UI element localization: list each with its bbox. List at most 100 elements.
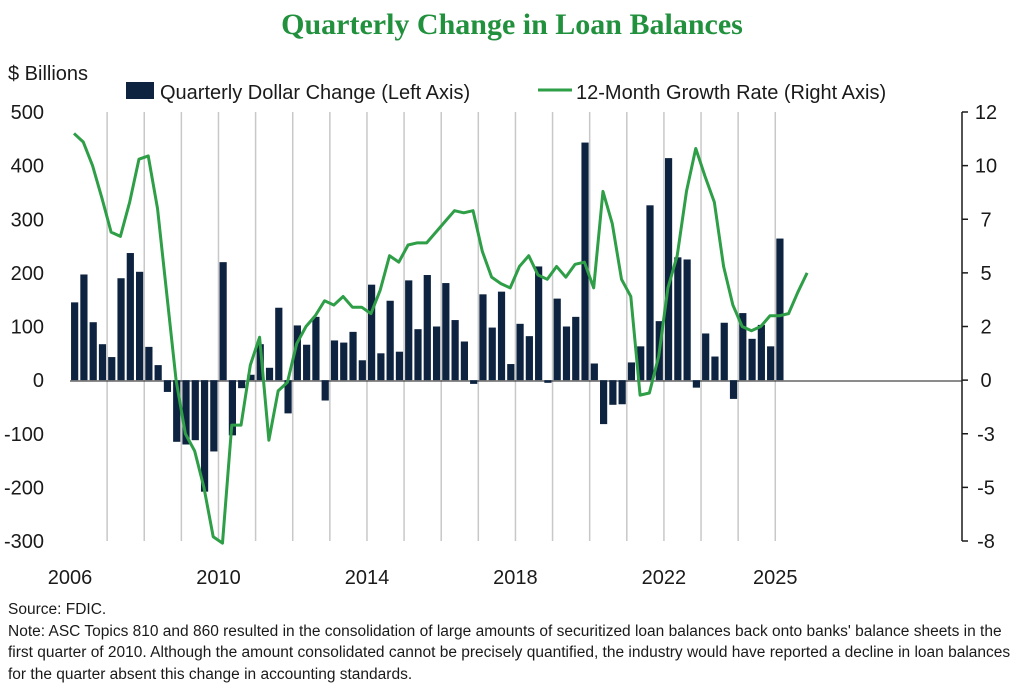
right-tick-label: 7: [980, 209, 991, 231]
bar: [303, 344, 311, 381]
right-tick-label: 2: [980, 317, 991, 339]
bar: [674, 257, 682, 381]
bar: [377, 353, 385, 381]
bar: [256, 344, 264, 381]
right-tick-label: -5: [977, 477, 995, 499]
bar: [553, 298, 561, 381]
bar: [405, 280, 413, 381]
note-text: Note: ASC Topics 810 and 860 resulted in…: [8, 622, 1011, 683]
growth-rate-line: [72, 132, 809, 545]
bar: [395, 351, 404, 381]
bar: [609, 380, 617, 405]
right-tick-label: 10: [975, 156, 997, 178]
left-tick-label: 500: [11, 102, 44, 124]
bar: [748, 338, 756, 381]
bar: [210, 380, 218, 452]
bar: [488, 327, 496, 381]
bar: [247, 374, 255, 381]
bar: [108, 357, 116, 381]
x-tick-label: 2018: [493, 567, 538, 589]
bar: [572, 316, 580, 381]
bar: [470, 380, 478, 384]
line-series: [72, 132, 809, 545]
right-tick-label: -8: [977, 531, 995, 553]
bar: [358, 360, 366, 381]
right-tick-label: 5: [980, 263, 991, 285]
bar: [386, 300, 394, 381]
bar: [535, 266, 543, 381]
source-text: Source: FDIC.: [8, 601, 107, 618]
bar: [729, 380, 738, 399]
legend: Quarterly Dollar Change (Left Axis) 12-M…: [126, 82, 886, 104]
bar: [720, 322, 728, 381]
bar: [525, 336, 533, 381]
bar: [275, 307, 283, 381]
bar: [683, 259, 691, 381]
bar: [664, 158, 673, 381]
legend-line-label: 12-Month Growth Rate (Right Axis): [576, 82, 886, 104]
bar: [284, 380, 292, 414]
bar: [451, 320, 459, 381]
bar: [182, 380, 190, 445]
bar: [600, 380, 608, 425]
bar: [340, 342, 348, 381]
bar: [460, 341, 468, 381]
bar: [646, 205, 654, 381]
bar: [590, 363, 598, 381]
bar: [516, 323, 524, 381]
left-tick-label: 400: [11, 156, 44, 178]
bar: [80, 274, 88, 381]
left-axis-ticks: 500 400 300 200 100 0 -100 -200 -300: [4, 102, 44, 553]
bar: [145, 346, 153, 381]
bar: [544, 380, 552, 383]
bar: [432, 326, 441, 381]
bar: [562, 326, 571, 381]
bar: [200, 380, 209, 492]
left-axis-unit-label: $ Billions: [8, 63, 88, 85]
bar: [154, 365, 162, 381]
bar: [312, 316, 320, 381]
bar: [173, 380, 181, 442]
bar: [293, 325, 301, 381]
bar: [479, 294, 487, 381]
bar: [349, 331, 357, 381]
bar: [71, 302, 79, 381]
bar: [321, 380, 329, 401]
bar: [507, 364, 515, 381]
left-tick-label: -100: [4, 424, 44, 446]
vertical-gridlines: [106, 112, 777, 541]
x-tick-label: 2014: [345, 567, 390, 589]
right-tick-label: 0: [980, 370, 991, 392]
bar: [497, 291, 506, 381]
x-tick-label: 2006: [48, 567, 93, 589]
bar: [423, 275, 431, 381]
chart: 500 400 300 200 100 0 -100 -200 -300 12 10 7 5 2 0 -3 -…: [4, 63, 997, 589]
x-tick-label: 2010: [196, 567, 241, 589]
bar: [776, 238, 784, 381]
bar: [414, 329, 422, 381]
left-tick-label: -200: [4, 477, 44, 499]
legend-bar-swatch: [126, 82, 154, 99]
bar: [442, 283, 450, 381]
bar: [757, 324, 765, 381]
bar: [191, 380, 199, 441]
bar: [618, 380, 626, 405]
left-tick-label: 300: [11, 209, 44, 231]
chart-notes: Source: FDIC. Note: ASC Topics 810 and 8…: [8, 599, 1018, 685]
right-tick-label: 12: [975, 102, 997, 124]
bar: [702, 333, 710, 381]
bar: [637, 346, 645, 381]
bar: [238, 380, 246, 389]
bar: [767, 346, 775, 381]
left-tick-label: 0: [33, 370, 44, 392]
bar: [711, 356, 719, 381]
bar: [89, 322, 97, 381]
bar-series: [71, 142, 784, 492]
left-tick-label: -300: [4, 531, 44, 553]
left-tick-label: 200: [11, 263, 44, 285]
x-tick-label: 2022: [642, 567, 687, 589]
bar: [692, 380, 700, 388]
bar: [265, 367, 274, 381]
bar: [228, 380, 236, 436]
x-tick-label: 2025: [753, 567, 798, 589]
